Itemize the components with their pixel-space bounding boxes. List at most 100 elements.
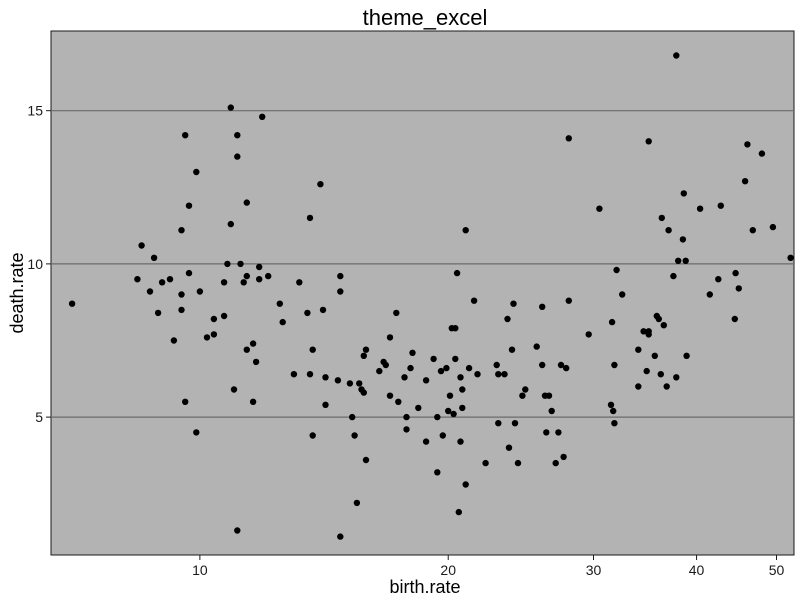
data-point [306,214,314,222]
data-point [552,459,559,467]
data-point [555,429,562,436]
data-point [68,300,76,307]
data-point [619,291,626,298]
data-point [403,413,410,421]
data-point [182,132,189,139]
data-point [203,334,211,341]
data-point [166,276,174,283]
data-point [511,420,519,427]
data-point [337,288,344,295]
data-point [539,303,546,310]
data-point [539,361,546,369]
data-point [356,380,363,387]
data-point [514,459,522,467]
x-tick-label: 10 [192,562,208,578]
x-axis-title: birth.rate [389,577,460,597]
data-point [462,481,469,488]
data-point [459,404,466,412]
data-point [178,227,185,234]
data-point [643,367,650,375]
data-point [353,499,361,507]
grid-lines [51,110,794,418]
data-point [237,260,244,268]
data-point [154,309,162,317]
data-point [376,367,383,375]
data-point [279,318,286,326]
data-point [459,386,466,393]
data-point [508,346,516,353]
data-point [635,346,642,353]
data-point [196,288,204,295]
data-point [185,269,193,277]
data-point [290,371,298,378]
data-point [439,432,446,439]
data-point [608,318,616,326]
data-point [243,199,250,206]
data-point [430,355,437,363]
y-tick-label: 5 [35,409,43,425]
data-point [645,331,652,338]
data-point [663,383,670,390]
data-point [563,364,570,372]
data-point [610,407,617,415]
data-point [395,398,402,405]
data-point [276,300,283,307]
data-point [249,398,257,405]
data-point [446,392,454,399]
data-point [227,220,234,228]
data-point [769,223,777,231]
data-point [660,322,667,329]
data-point [611,420,618,427]
x-tick-label: 50 [769,562,785,578]
data-point [474,371,481,378]
data-point [741,178,749,185]
data-point [415,404,422,412]
data-point [495,420,502,427]
data-point [533,343,540,350]
data-point [193,168,200,176]
data-point [434,413,441,421]
data-point [252,358,260,366]
data-point [362,456,370,464]
data-point [453,269,461,277]
data-point [150,254,158,261]
data-point [386,334,394,341]
data-point [607,401,615,408]
data-point [227,104,234,111]
data-point [230,386,238,393]
data-point [758,150,766,157]
data-point [735,285,742,292]
data-point [234,132,241,139]
data-point [138,242,145,249]
data-point [501,371,508,378]
data-point [465,364,473,372]
data-points [68,52,794,540]
data-point [193,429,200,436]
data-point [596,205,603,212]
data-point [645,138,652,145]
data-point [457,374,464,381]
data-point [256,276,263,283]
data-point [422,438,430,445]
data-point [548,407,555,415]
data-point [493,361,500,369]
y-axis-ticks: 5 10 15 [27,103,51,425]
data-point [322,401,329,408]
data-point [422,377,430,384]
x-tick-label: 30 [586,562,602,578]
data-point [510,300,517,307]
data-point [351,432,358,439]
data-point [170,337,178,344]
data-point [683,352,690,359]
data-point [158,279,166,286]
data-point [360,352,367,359]
y-axis-title: death.rate [7,252,27,333]
data-point [134,276,141,283]
data-point [309,346,316,353]
data-point [360,389,367,396]
data-point [220,312,228,320]
data-point [178,291,185,298]
data-point [462,227,469,234]
data-point [470,297,478,304]
data-point [744,141,751,148]
